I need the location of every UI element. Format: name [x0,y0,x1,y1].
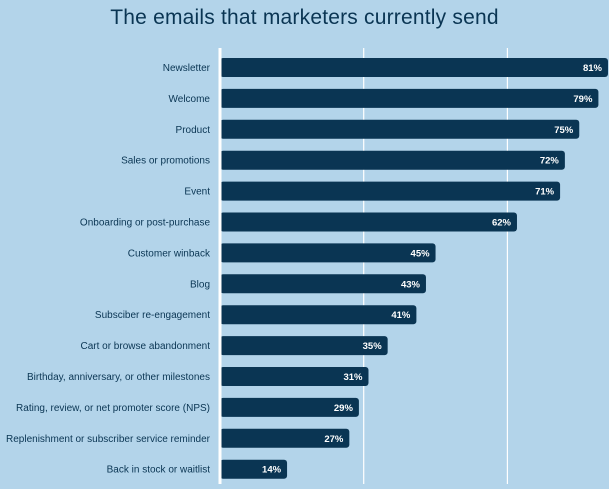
bar [220,459,288,479]
bar [220,274,426,294]
bar [220,119,580,139]
value-label: 35% [363,341,383,352]
bar [220,150,565,170]
bar [220,58,608,77]
bar [220,367,369,386]
value-label: 62% [492,218,512,229]
value-label: 79% [573,94,593,105]
value-label: 45% [411,248,431,259]
category-label: Blog [190,279,210,290]
value-label: 75% [554,125,574,136]
chart-title: The emails that marketers currently send [110,6,499,29]
category-label: Sales or promotions [121,156,210,167]
bar [220,243,436,263]
value-labels: 81% 79% 75% 72% 71% 62% 45% 43% 41% 35% 31% 29% 27% 1… [262,63,602,476]
value-label: 29% [334,403,354,414]
bar [220,305,417,325]
category-label: Onboarding or post-purchase [80,218,211,229]
value-label: 27% [324,434,344,445]
category-label: Customer winback [128,248,211,259]
value-label: 43% [401,279,421,290]
category-label: Birthday, anniversary, or other mileston… [27,372,210,383]
value-label: 72% [540,156,560,167]
bar [220,397,359,417]
category-label: Replenishment or subscriber service remi… [6,434,211,445]
value-label: 81% [583,63,603,74]
bar [220,336,388,356]
bars [220,58,608,479]
bar [220,88,599,108]
category-label: Newsletter [163,63,211,74]
category-label: Product [176,125,211,136]
bar [220,212,517,232]
bar [220,181,561,201]
category-label: Event [184,187,210,198]
category-label: Subsciber re-engagement [95,310,210,321]
value-label: 31% [343,372,363,383]
category-label: Cart or browse abandonment [80,341,210,352]
category-label: Back in stock or waitlist [107,465,211,476]
value-label: 14% [262,465,282,476]
value-label: 41% [391,310,411,321]
gridlines [363,48,508,484]
value-label: 71% [535,187,555,198]
bar [220,428,350,448]
category-labels: Newsletter Welcome Product Sales or promoti… [6,63,211,476]
category-label: Rating, review, or net promoter score (N… [16,403,210,414]
category-label: Welcome [169,94,211,105]
